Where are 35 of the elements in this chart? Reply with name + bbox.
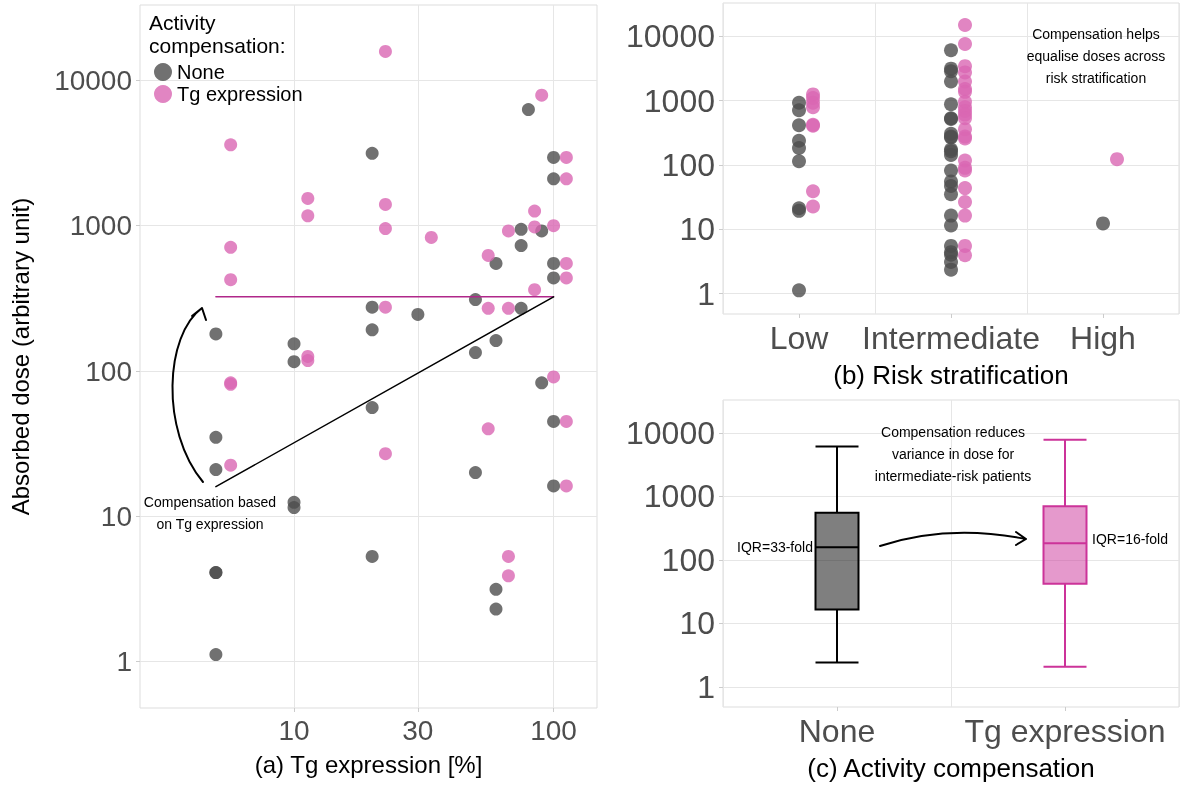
annotation: Compensation helps equalise doses across risk stratification [1026,26,1166,86]
y-tick-label: 1000 [643,82,715,119]
y-tick-label: 1 [697,275,715,312]
y-tick-label: 100 [85,355,132,387]
y-tick-label: 10000 [54,64,132,96]
y-tick-label: 10 [679,605,715,642]
legend-label: None [177,61,225,83]
x-tick-label: Low [769,320,830,356]
x-tick-label: None [798,713,876,749]
y-tick-label: 100 [661,146,715,183]
y-axis-title: Absorbed dose (arbitrary unit) [6,197,34,516]
x-axis-title: (b) Risk stratification [833,360,1069,390]
y-tick-label: 10 [679,211,715,248]
annotation: Compensation reduces variance in dose for intermediate-risk patients [874,424,1032,484]
y-tick-label: 1 [116,646,132,678]
y-tick-label: 1000 [643,478,715,515]
x-tick-label: Tg expression [964,713,1166,749]
x-tick-label: 30 [402,714,434,746]
annotation: Compensation based on Tg expression [143,494,277,532]
annotation: IQR=16-fold [1092,531,1168,547]
x-axis-title: (a) Tg expression [%] [254,750,483,778]
x-tick-label: 100 [530,714,577,746]
y-tick-label: 1 [697,668,715,705]
x-axis-title: (c) Activity compensation [807,753,1095,783]
x-tick-label: 10 [278,714,310,746]
x-tick-label: High [1070,320,1136,356]
annotation: IQR=33-fold [737,539,813,555]
legend-title: Activity compensation: [149,11,286,57]
y-tick-label: 10000 [626,18,715,55]
y-tick-label: 100 [661,541,715,578]
y-tick-label: 1000 [69,210,132,242]
x-tick-label: Intermediate [862,320,1040,356]
legend-label: Tg expression [177,83,303,105]
y-tick-label: 10 [100,500,132,532]
y-tick-label: 10000 [626,414,715,451]
